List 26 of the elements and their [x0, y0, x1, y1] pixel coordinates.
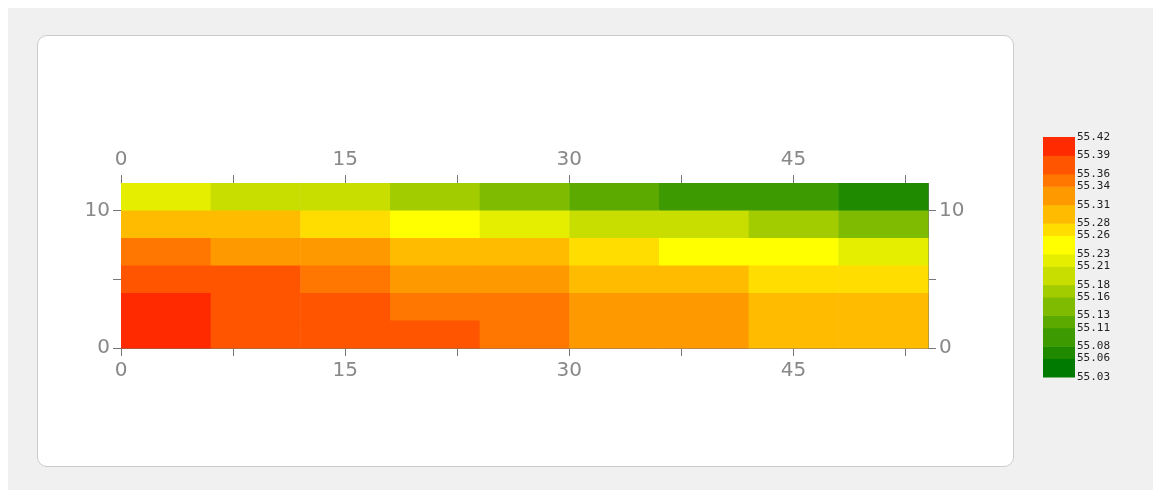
- color-bar-label: 55.26: [1077, 228, 1111, 242]
- color-bar-label: 55.18: [1077, 277, 1111, 291]
- x-tick-label: 45: [780, 357, 807, 382]
- color-bar-label: 55.23: [1077, 246, 1111, 260]
- color-bar-label: 55.42: [1077, 129, 1111, 143]
- y2-tick-label: 10: [939, 196, 965, 221]
- x-tick-label: 0: [114, 357, 128, 382]
- color-bar-label: 55.06: [1077, 351, 1111, 365]
- x-tick-label: 30: [556, 357, 583, 382]
- color-bar-label: 55.36: [1077, 166, 1111, 180]
- color-bar-label: 55.03: [1077, 369, 1111, 383]
- color-bar-label: 55.39: [1077, 148, 1111, 162]
- color-bar-label: 55.13: [1077, 308, 1111, 322]
- color-bar-label: 55.28: [1077, 216, 1111, 230]
- color-bar-label: 55.08: [1077, 339, 1111, 353]
- x2-tick-label: 45: [780, 146, 807, 171]
- color-bar-label: 55.16: [1077, 289, 1111, 303]
- color-bar-label: 55.31: [1077, 197, 1111, 211]
- y2-tick-label: 0: [939, 334, 952, 359]
- color-bar-label: 55.21: [1077, 259, 1111, 273]
- x2-tick-label: 30: [556, 146, 583, 171]
- color-bar-label: 55.34: [1077, 179, 1111, 193]
- x2-tick-label: 0: [114, 146, 128, 171]
- x-tick-label: 15: [332, 357, 358, 382]
- x2-tick-label: 15: [332, 146, 358, 171]
- color-bar-label: 55.11: [1077, 320, 1111, 334]
